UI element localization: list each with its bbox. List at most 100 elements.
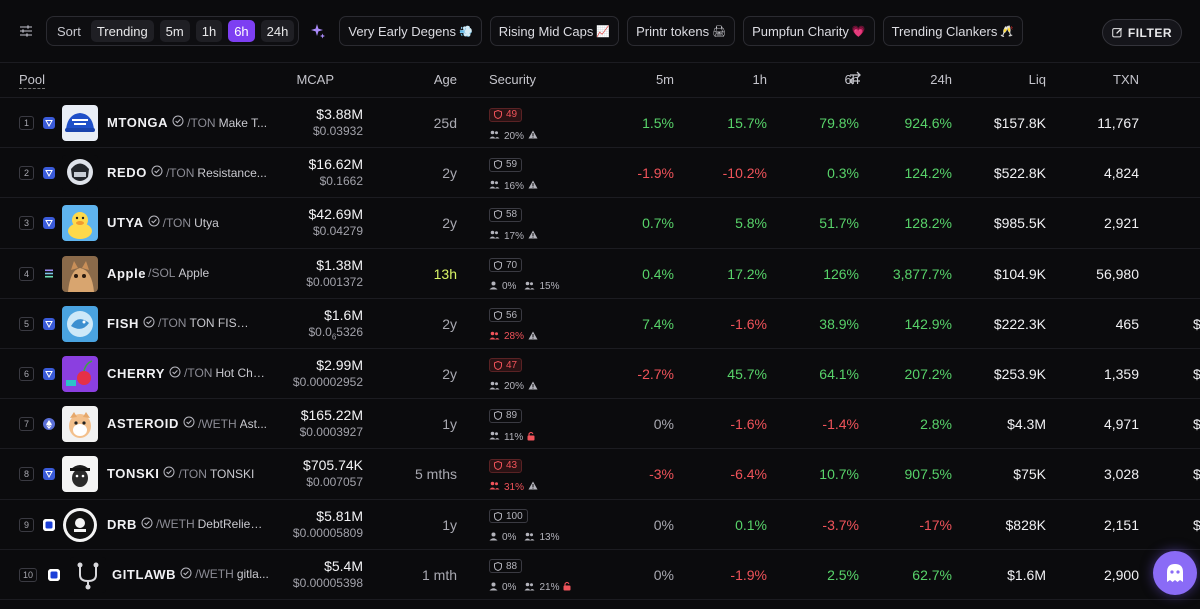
table-row[interactable]: 1 MTONGA /TON Make T... $3.88M $0.03932 2… — [0, 98, 1200, 149]
glasses-emoji-icon: 🥂 — [1000, 25, 1015, 38]
security-cell[interactable]: 100 0% 13% — [489, 508, 559, 544]
holders-icon — [489, 230, 500, 242]
liquidity-value: $828K — [1005, 516, 1046, 533]
sort-option-1h[interactable]: 1h — [195, 20, 223, 42]
pool-name[interactable]: Apple /SOL Apple — [107, 266, 209, 281]
pool-name[interactable]: UTYA /TON Utya — [107, 215, 219, 230]
col-6h[interactable]: 6h — [844, 72, 859, 87]
liquidity-value: $4.3M — [1007, 416, 1046, 433]
holders-percent: 13% — [539, 532, 560, 543]
pool-name[interactable]: MTONGA /TON Make T... — [107, 115, 267, 130]
quote-token: /TON — [162, 215, 192, 230]
txn-count: 1,359 — [1103, 365, 1139, 382]
holders-icon — [489, 180, 500, 192]
score-value: 70 — [506, 259, 518, 271]
token-avatar-mtonga — [62, 105, 98, 141]
swap-icon[interactable] — [848, 71, 862, 88]
sort-option-trending[interactable]: Trending — [90, 20, 154, 42]
security-cell[interactable]: 88 0% 21% — [489, 558, 571, 594]
col-mcap[interactable]: MCAP — [296, 72, 334, 87]
chip-label: Rising Mid Caps — [498, 23, 594, 39]
verified-icon — [180, 567, 192, 582]
sparkle-icon[interactable] — [305, 16, 331, 46]
shield-icon — [494, 360, 502, 370]
preset-pumpfun-charity[interactable]: Pumpfun Charity 💗 — [743, 16, 875, 46]
security-score: 70 — [489, 258, 523, 273]
change-5m: 0% — [653, 416, 674, 433]
pool-name[interactable]: TONSKI /TON TONSKI — [107, 466, 254, 481]
sort-option-6h[interactable]: 6h — [228, 20, 255, 42]
preset-very-early-degens[interactable]: Very Early Degens 💨 — [339, 16, 482, 46]
token-avatar-redo — [62, 155, 98, 192]
shield-icon — [494, 110, 502, 119]
security-cell[interactable]: 89 11% — [489, 407, 535, 443]
table-row[interactable]: 9 DRB /WETH DebtRelief... $5.81M $0.00005… — [0, 500, 1200, 550]
price-value: $0.00005398 — [292, 575, 363, 590]
col-txn[interactable]: TXN — [1113, 72, 1139, 87]
price-value: $0.065326 — [308, 325, 363, 341]
pool-name[interactable]: REDO /TON Resistance... — [107, 165, 267, 180]
token-name: Utya — [194, 215, 219, 230]
security-cell[interactable]: 59 16% — [489, 156, 538, 192]
col-5m[interactable]: 5m — [655, 72, 674, 87]
table-row[interactable]: 10 GITLAWB /WETH gitla... $5.4M $0.000053… — [0, 550, 1200, 600]
score-value: 56 — [506, 309, 518, 321]
col-1h[interactable]: 1h — [752, 72, 767, 87]
sort-option-24h[interactable]: 24h — [260, 20, 295, 42]
change-1h: 45.7% — [727, 365, 767, 382]
mcap-value: $2.99M — [316, 356, 363, 373]
table-row[interactable]: 8 TONSKI /TON TONSKI $705.74K $0.007057 5… — [0, 449, 1200, 500]
security-cell[interactable]: 56 28% — [489, 307, 538, 343]
mcap-cell: $5.4M $0.00005398 — [293, 558, 363, 590]
verified-icon — [163, 466, 175, 481]
col-age[interactable]: Age — [433, 72, 457, 87]
col-pool[interactable]: Pool — [19, 72, 46, 89]
security-cell[interactable]: 43 31% — [489, 457, 538, 493]
holders-percent: 20% — [504, 130, 525, 142]
table-row[interactable]: 4 Apple /SOL Apple $1.38M $0.001372 13h 7… — [0, 249, 1200, 299]
age-value: 2y — [442, 315, 457, 332]
security-cell[interactable]: 70 0% 15% — [489, 257, 559, 293]
holders-icon — [489, 381, 500, 393]
change-1h: -1.9% — [730, 566, 767, 583]
assistant-button[interactable] — [1153, 551, 1197, 595]
preset-rising-mid-caps[interactable]: Rising Mid Caps 📈 — [489, 16, 620, 46]
security-cell[interactable]: 47 20% — [489, 357, 538, 393]
table-row[interactable]: 5 FISH /TON TON FISH ... $1.6M $0.065326 … — [0, 299, 1200, 349]
filter-button[interactable]: FILTER — [1101, 19, 1182, 46]
table-row[interactable]: 3 UTYA /TON Utya $42.69M $0.04279 2y 58 1… — [0, 198, 1200, 249]
col-security[interactable]: Security — [489, 72, 536, 87]
rank-badge: 7 — [19, 417, 34, 432]
sort-option-5m[interactable]: 5m — [159, 20, 190, 42]
clipped-column-value: $ — [1193, 416, 1200, 433]
security-cell[interactable]: 49 20% — [489, 106, 538, 142]
token-avatar-drb — [62, 507, 98, 543]
pool-name[interactable]: DRB /WETH DebtRelief... — [107, 517, 264, 532]
holders-percent: 31% — [504, 481, 525, 493]
change-24h: 207.2% — [904, 365, 952, 382]
shield-icon — [494, 561, 502, 571]
holders-percent: 28% — [504, 331, 525, 343]
preset-printr-tokens[interactable]: Printr tokens 🖨 — [627, 16, 736, 46]
sliders-icon[interactable] — [12, 17, 40, 45]
change-5m: -1.9% — [637, 165, 674, 182]
preset-trending-clankers[interactable]: Trending Clankers 🥂 — [882, 16, 1024, 46]
pool-name[interactable]: FISH /TON TON FISH ... — [107, 316, 255, 331]
security-cell[interactable]: 58 17% — [489, 206, 538, 242]
pool-name[interactable]: ASTEROID /WETH Ast... — [107, 416, 267, 431]
table-row[interactable]: 7 ASTEROID /WETH Ast... $165.22M $0.00039… — [0, 399, 1200, 450]
change-24h: 2.8% — [920, 416, 952, 433]
col-liq[interactable]: Liq — [1028, 72, 1046, 87]
token-avatar-gitlawb — [70, 556, 106, 593]
pool-name[interactable]: GITLAWB /WETH gitla... — [112, 567, 269, 582]
col-24h[interactable]: 24h — [930, 72, 952, 87]
holders-percent: 17% — [504, 230, 525, 242]
token-ticker: FISH — [107, 315, 140, 331]
solana-chain-icon — [43, 268, 55, 280]
pool-name[interactable]: CHERRY /TON Hot Che... — [107, 366, 267, 381]
change-24h: 142.9% — [904, 315, 952, 332]
price-value: $0.007057 — [306, 475, 363, 490]
table-row[interactable]: 2 REDO /TON Resistance... $16.62M $0.1662… — [0, 148, 1200, 199]
table-row[interactable]: 6 CHERRY /TON Hot Che... $2.99M $0.000029… — [0, 349, 1200, 400]
toolbar: Sort Trending 5m 1h 6h 24h Very Early De… — [0, 0, 1200, 62]
